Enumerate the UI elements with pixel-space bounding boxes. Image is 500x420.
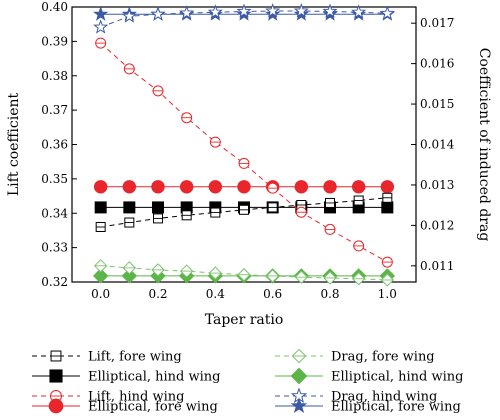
y-left-tick-label: 0.33 (41, 241, 68, 255)
data-point (123, 201, 136, 214)
legend-marker (290, 397, 308, 413)
y-right-axis-title: Coefficient of induced drag (476, 48, 492, 242)
data-point (237, 180, 251, 194)
y-right-tick-label: 0.013 (420, 178, 454, 192)
legend-label: Drag, hind wing (331, 390, 437, 405)
y-left-tick-label: 0.38 (41, 69, 68, 83)
legend-label: Drag, fore wing (331, 350, 435, 365)
data-point (179, 5, 195, 20)
legend-label: Lift, hind wing (88, 390, 184, 405)
series-2-lift-hind-wing (95, 37, 393, 268)
plot-frame (71, 6, 417, 283)
x-tick-label: 0.8 (320, 287, 339, 301)
y-left-tick-label: 0.39 (41, 34, 68, 48)
data-point (351, 180, 366, 194)
legend-marker (49, 369, 63, 383)
y-left-tick-label: 0.37 (41, 103, 68, 117)
data-point (93, 180, 108, 194)
legend: Lift, fore wing Elliptical, hind wing Lift… (32, 348, 463, 415)
series-6-drag-hind-wing (93, 3, 395, 34)
data-point (236, 3, 252, 18)
data-point (351, 4, 367, 19)
y-right-tick-label: 0.017 (420, 16, 454, 30)
legend-marker (290, 367, 308, 385)
data-point (152, 201, 164, 214)
legend-item: Elliptical, fore wing (32, 398, 218, 415)
data-point (121, 268, 138, 284)
y-right-tick-label: 0.011 (420, 259, 454, 273)
x-axis-title: Taper ratio (205, 312, 284, 328)
x-tick-label: 0.0 (91, 287, 110, 301)
data-point (93, 6, 109, 21)
y-left-tick-label: 0.32 (41, 275, 68, 289)
data-point (265, 3, 281, 18)
legend-label: Elliptical, fore wing (331, 400, 461, 415)
y-right-tick-label: 0.012 (420, 218, 454, 232)
legend-item: Elliptical, hind wing (275, 367, 463, 385)
series-4-drag-fore-wing (93, 259, 395, 287)
x-tick-label: 0.6 (263, 287, 282, 301)
data-point (322, 3, 338, 18)
y-left-axis-title: Lift coefficient (6, 93, 22, 197)
data-point (381, 201, 394, 214)
legend-item: Lift, fore wing (32, 350, 182, 365)
x-tick-label: 1.0 (378, 287, 397, 301)
series-line (100, 42, 388, 263)
data-point (122, 180, 137, 194)
y-right-tick-label: 0.016 (420, 57, 454, 71)
data-point (94, 201, 107, 214)
legend-item: Drag, fore wing (275, 348, 435, 365)
x-tick-label: 0.4 (206, 287, 225, 301)
y-left-tick-label: 0.36 (41, 138, 68, 152)
legend-item: Elliptical, hind wing (32, 369, 220, 385)
data-point (121, 8, 137, 23)
data-point (150, 6, 166, 21)
series-0-lift-fore-wing (95, 192, 393, 232)
data-point (379, 5, 395, 20)
data-point (208, 180, 223, 194)
legend-label: Elliptical, hind wing (88, 370, 220, 385)
data-point (151, 180, 165, 194)
y-right-tick-label: 0.015 (420, 97, 454, 111)
data-point (207, 4, 223, 19)
legend-item: Lift, hind wing (32, 390, 184, 405)
data-point (179, 180, 194, 194)
legend-marker (48, 398, 64, 414)
data-point (92, 268, 109, 284)
y-left-tick-label: 0.40 (41, 0, 68, 14)
legend-label: Lift, fore wing (88, 350, 182, 365)
legend-label: Elliptical, hind wing (331, 370, 463, 385)
data-point (323, 180, 337, 194)
data-point (294, 180, 309, 194)
series-line (100, 265, 388, 281)
data-point (380, 180, 395, 194)
x-tick-label: 0.2 (148, 287, 167, 301)
data-point (93, 19, 109, 34)
y-right-tick-label: 0.014 (420, 138, 455, 152)
y-left-tick-label: 0.35 (41, 172, 68, 186)
legend-item: Elliptical, fore wing (275, 397, 461, 415)
series-3-elliptical-fore-wing (93, 180, 395, 194)
data-point (293, 3, 309, 18)
y-left-tick-label: 0.34 (41, 206, 68, 220)
legend-label: Elliptical, fore wing (88, 400, 218, 415)
